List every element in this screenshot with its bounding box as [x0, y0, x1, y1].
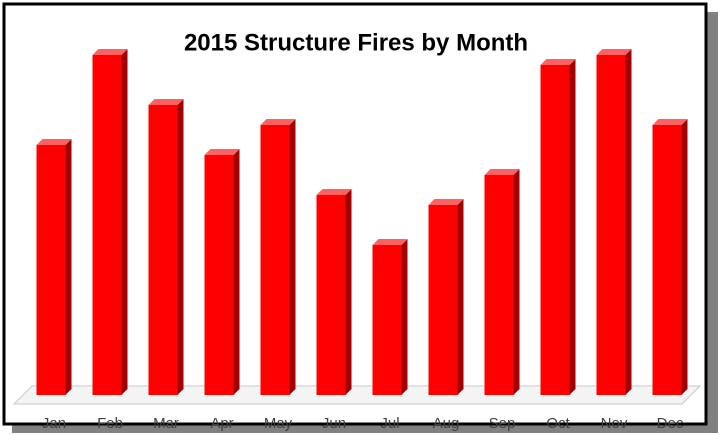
bar-top [484, 169, 520, 175]
bar-side [569, 59, 576, 395]
bar-side [65, 139, 72, 395]
bar-top [204, 149, 240, 155]
bar-side [625, 49, 632, 395]
x-tick-label: Mar [153, 415, 179, 432]
bars [36, 49, 688, 395]
x-tick-label: Nov [601, 415, 628, 432]
floor [12, 385, 702, 405]
x-tick-label: Jul [380, 415, 399, 432]
bar-side [401, 239, 408, 395]
bar-top [652, 119, 688, 125]
bar-group [596, 49, 632, 395]
bar-side [681, 119, 688, 395]
bar [148, 105, 178, 395]
bar-group [540, 59, 576, 395]
x-tick-label: Sep [489, 415, 516, 432]
bar-group [372, 239, 408, 395]
bar [316, 195, 346, 395]
bar-group [148, 99, 184, 395]
x-tick-label: Jun [322, 415, 346, 432]
bar-group [484, 169, 520, 395]
bar-group [428, 199, 464, 395]
bar-group [92, 49, 128, 395]
bar-side [177, 99, 184, 395]
bar-top [92, 49, 128, 55]
bar-group [36, 139, 72, 395]
bar [92, 55, 122, 395]
bar [260, 125, 290, 395]
bar [204, 155, 234, 395]
bar-group [316, 189, 352, 395]
bar [596, 55, 626, 395]
bar-side [121, 49, 128, 395]
x-tick-label: Dec [657, 415, 684, 432]
bar-side [289, 119, 296, 395]
bar-group [652, 119, 688, 395]
bar-top [596, 49, 632, 55]
bar [652, 125, 682, 395]
bar-top [428, 199, 464, 205]
bar [428, 205, 458, 395]
x-tick-label: Apr [210, 415, 233, 432]
bar [36, 145, 66, 395]
bar-side [457, 199, 464, 395]
x-tick-label: Oct [546, 415, 570, 432]
bar-group [204, 149, 240, 395]
bar [372, 245, 402, 395]
x-tick-label: Jan [42, 415, 66, 432]
bar-side [513, 169, 520, 395]
x-tick-label: Feb [97, 415, 123, 432]
bar-side [345, 189, 352, 395]
bar [484, 175, 514, 395]
bar-top [148, 99, 184, 105]
bar-top [36, 139, 72, 145]
chart-title: 2015 Structure Fires by Month [184, 29, 528, 56]
bar-top [540, 59, 576, 65]
bar-top [372, 239, 408, 245]
bar-group [260, 119, 296, 395]
bar [540, 65, 570, 395]
bar-side [233, 149, 240, 395]
x-tick-label: May [264, 415, 293, 432]
bar-top [316, 189, 352, 195]
bar-top [260, 119, 296, 125]
x-tick-label: Aug [433, 415, 460, 432]
